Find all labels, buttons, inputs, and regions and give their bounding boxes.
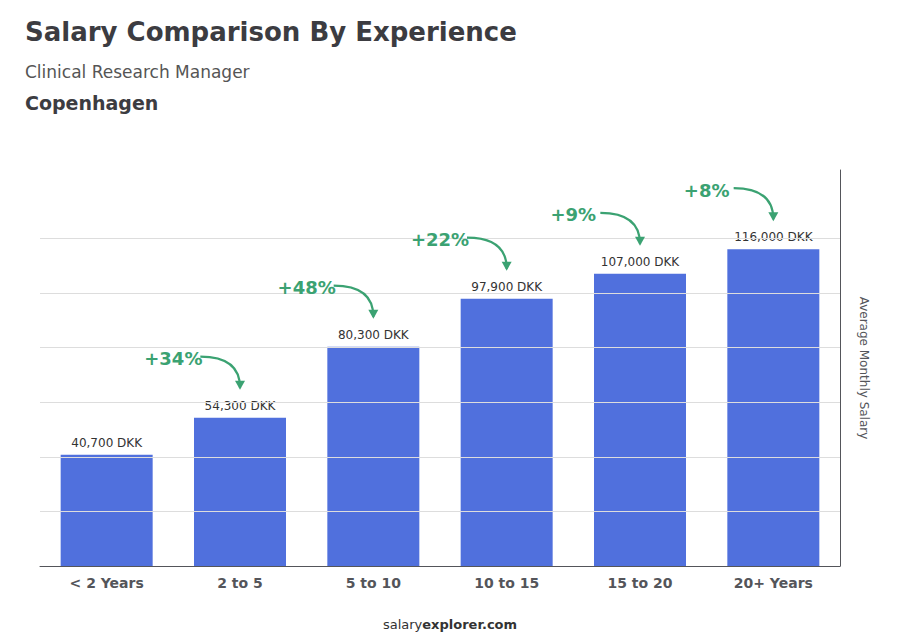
svg-text:< 2 Years: < 2 Years — [70, 575, 144, 591]
svg-text:+9%: +9% — [551, 204, 597, 225]
svg-text:107,000 DKK: 107,000 DKK — [601, 255, 681, 269]
svg-text:+48%: +48% — [278, 277, 336, 298]
svg-text:Copenhagen: Copenhagen — [25, 92, 158, 114]
svg-text:salary: salary — [383, 617, 423, 632]
svg-text:+34%: +34% — [144, 348, 202, 369]
svg-text:10 to 15: 10 to 15 — [474, 575, 539, 591]
svg-text:54,300 DKK: 54,300 DKK — [205, 399, 277, 413]
svg-text:80,300 DKK: 80,300 DKK — [338, 328, 410, 342]
svg-text:5 to 10: 5 to 10 — [346, 575, 402, 591]
svg-text:116,000 DKK: 116,000 DKK — [734, 230, 814, 244]
svg-text:40,700 DKK: 40,700 DKK — [71, 436, 143, 450]
svg-text:15 to 20: 15 to 20 — [607, 575, 672, 591]
svg-text:+22%: +22% — [411, 229, 469, 250]
svg-text:20+ Years: 20+ Years — [734, 575, 813, 591]
svg-text:97,900 DKK: 97,900 DKK — [471, 280, 543, 294]
svg-text:+8%: +8% — [684, 180, 730, 201]
svg-text:explorer.com: explorer.com — [422, 617, 517, 632]
svg-text:Salary Comparison By Experienc: Salary Comparison By Experience — [25, 17, 517, 47]
svg-text:Clinical Research Manager: Clinical Research Manager — [25, 62, 250, 82]
svg-text:Average Monthly Salary: Average Monthly Salary — [857, 297, 871, 440]
svg-text:2 to 5: 2 to 5 — [217, 575, 263, 591]
